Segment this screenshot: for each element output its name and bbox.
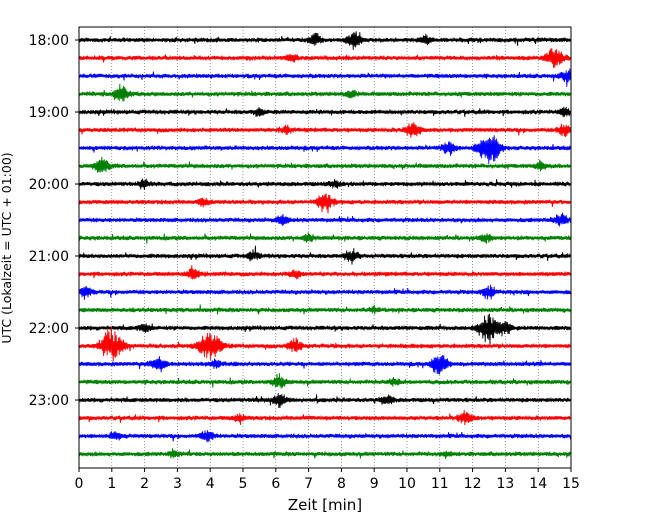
x-tick-label: 4 xyxy=(206,476,215,492)
trace-1930 xyxy=(78,135,571,164)
x-tick-label: 3 xyxy=(173,476,182,492)
trace-2345 xyxy=(78,448,571,459)
trace-2015 xyxy=(78,193,571,214)
y-axis-ticks: 18:00 19:00 20:00 21:00 22:00 23:00 xyxy=(29,33,79,409)
trace-2000 xyxy=(78,178,571,190)
x-tick-label: 5 xyxy=(239,476,248,492)
trace-2300 xyxy=(78,393,571,409)
x-tick-label: 1 xyxy=(107,476,116,492)
x-tick-label: 7 xyxy=(304,476,313,492)
trace-2100 xyxy=(78,245,571,265)
x-tick-label: 15 xyxy=(562,476,580,492)
y-tick-label: 22:00 xyxy=(29,321,69,337)
trace-2045 xyxy=(78,232,571,244)
trace-1900 xyxy=(78,106,571,118)
trace-2245 xyxy=(78,373,571,389)
x-tick-label: 11 xyxy=(431,476,449,492)
y-tick-label: 23:00 xyxy=(29,393,69,409)
trace-group xyxy=(78,31,571,459)
x-axis-label: Zeit [min] xyxy=(288,496,362,514)
trace-1915 xyxy=(78,122,571,138)
x-tick-label: 6 xyxy=(271,476,280,492)
trace-1815 xyxy=(78,48,571,69)
y-tick-label: 19:00 xyxy=(29,105,69,121)
trace-2130 xyxy=(78,284,571,300)
trace-2145 xyxy=(78,304,571,315)
x-tick-label: 2 xyxy=(140,476,149,492)
x-tick-label: 10 xyxy=(398,476,416,492)
trace-2230 xyxy=(78,355,571,375)
trace-2215 xyxy=(78,326,571,362)
x-tick-label: 13 xyxy=(496,476,514,492)
trace-1945 xyxy=(78,156,571,173)
y-tick-label: 18:00 xyxy=(29,33,69,49)
trace-2200 xyxy=(78,313,571,345)
x-tick-label: 8 xyxy=(337,476,346,492)
trace-2115 xyxy=(78,264,571,280)
trace-2030 xyxy=(78,212,571,227)
x-axis-ticks: 0 1 2 3 4 5 6 7 8 9 10 11 12 13 14 15 xyxy=(75,468,580,492)
y-tick-label: 21:00 xyxy=(29,249,69,265)
trace-1800 xyxy=(78,31,571,50)
plot-frame xyxy=(78,26,572,469)
y-axis-label: UTC (Lokalzeit = UTC + 01:00) xyxy=(0,152,14,343)
trace-2315 xyxy=(78,409,571,426)
trace-2330 xyxy=(78,430,571,443)
x-tick-label: 0 xyxy=(75,476,84,492)
trace-1845 xyxy=(78,83,571,102)
trace-1830 xyxy=(78,68,571,87)
x-tick-label: 14 xyxy=(529,476,547,492)
x-tick-label: 12 xyxy=(464,476,482,492)
y-tick-label: 20:00 xyxy=(29,177,69,193)
x-tick-label: 9 xyxy=(370,476,379,492)
